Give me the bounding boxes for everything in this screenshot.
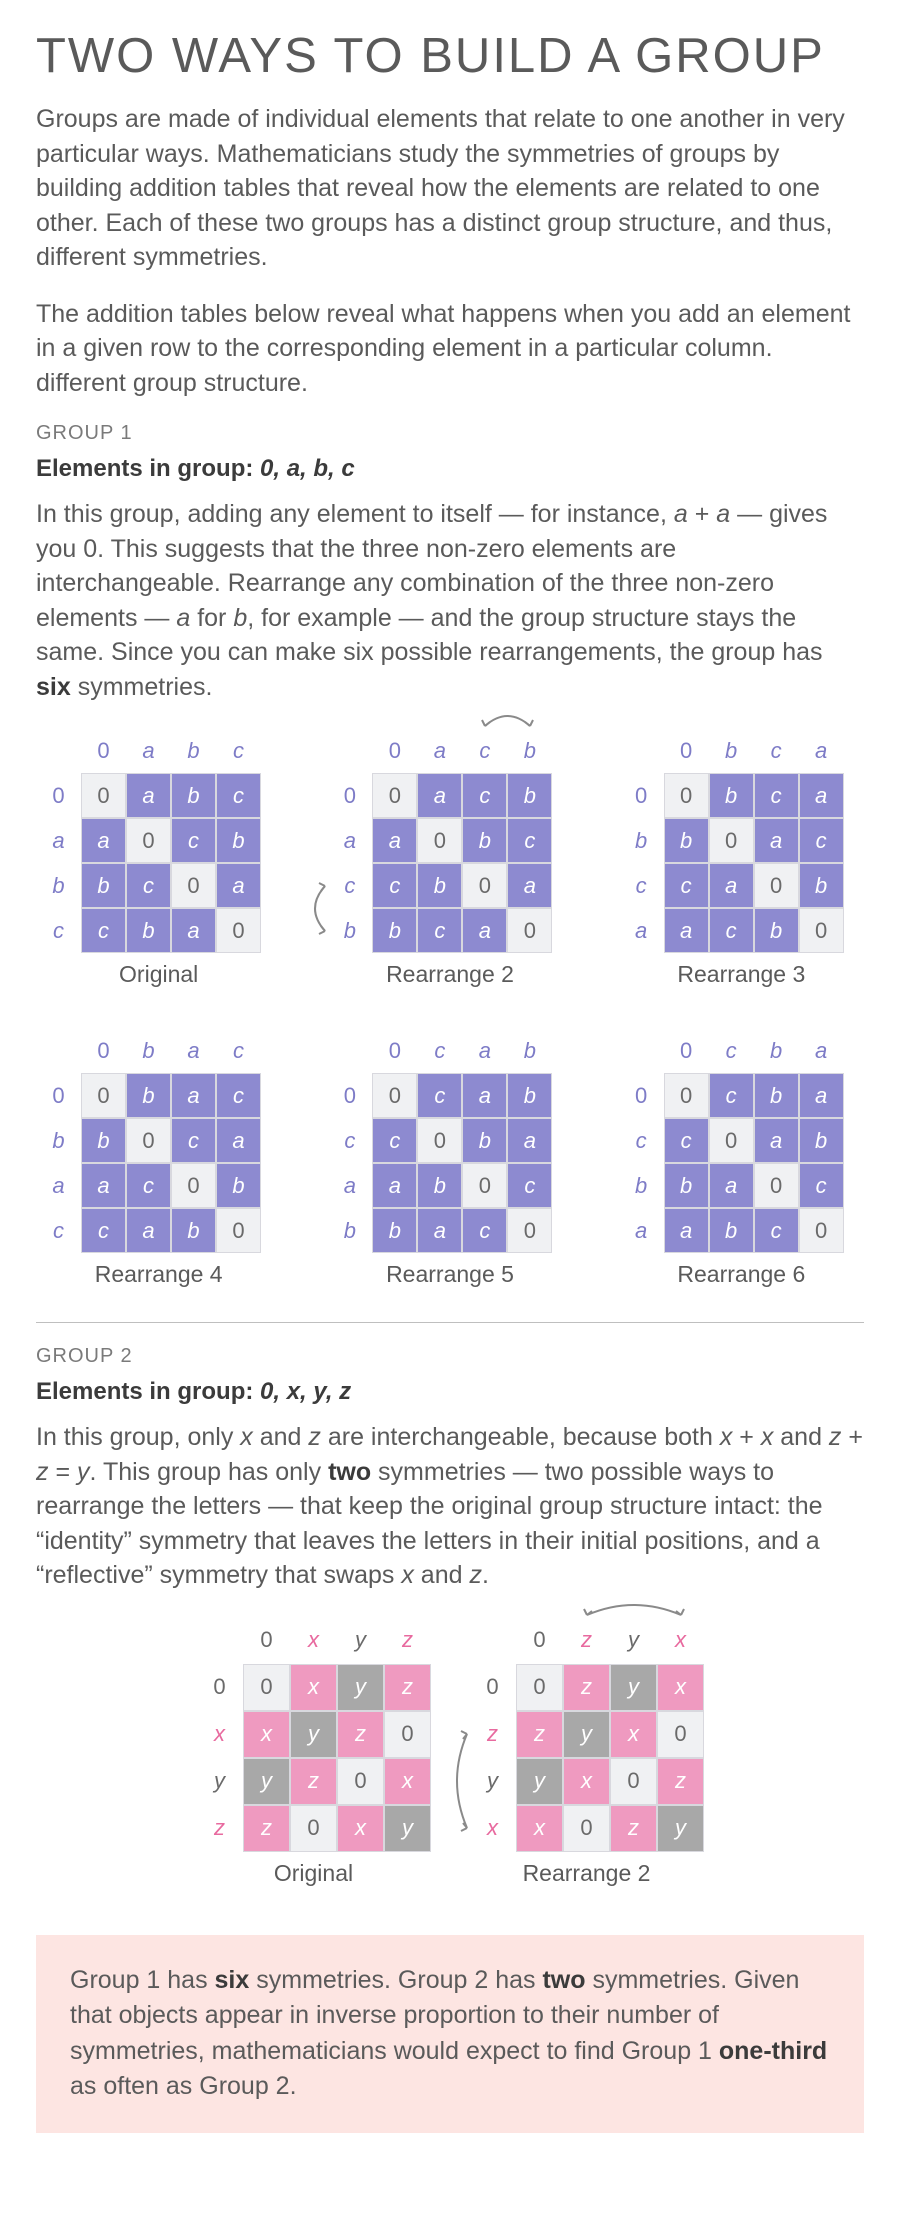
group1-table-caption: Original — [36, 961, 281, 988]
summary-box: Group 1 has six symmetries. Group 2 has … — [36, 1935, 864, 2133]
page-title: TWO WAYS TO BUILD A GROUP — [36, 28, 864, 84]
group1-table-4: 0bac00bacbb0caaac0bccab0Rearrange 4 — [36, 1028, 281, 1288]
group2-table-1: 0xyz00xyzxxyz0yyz0xzz0xyOriginal — [196, 1617, 431, 1887]
intro-paragraph-2: The addition tables below reveal what ha… — [36, 297, 864, 401]
group1-table-caption: Rearrange 6 — [619, 1261, 864, 1288]
group1-table-caption: Rearrange 3 — [619, 961, 864, 988]
group2-body: In this group, only x and z are intercha… — [36, 1420, 864, 1593]
group1-table-caption: Rearrange 5 — [327, 1261, 572, 1288]
intro-paragraph-1: Groups are made of individual elements t… — [36, 102, 864, 275]
group2-table-2: 0zyx00zyxzzyx0yyx0zxx0zyRearrange 2 — [469, 1617, 704, 1887]
group1-table-3: 0bca00bcabb0accca0baacb0Rearrange 3 — [619, 728, 864, 988]
group2-label: GROUP 2 — [36, 1345, 864, 1368]
group1-elements: Elements in group: 0, a, b, c — [36, 455, 864, 483]
group1-table-1: 0abc00abcaa0cbbbc0accba0Original — [36, 728, 281, 988]
group1-table-caption: Rearrange 2 — [327, 961, 572, 988]
group2-elements: Elements in group: 0, x, y, z — [36, 1378, 864, 1406]
group2-table-caption: Rearrange 2 — [469, 1860, 704, 1887]
group2-tables: 0xyz00xyzxxyz0yyz0xzz0xyOriginal0zyx00zy… — [36, 1617, 864, 1887]
section-divider — [36, 1322, 864, 1323]
group1-label: GROUP 1 — [36, 422, 864, 445]
group2-table-caption: Original — [196, 1860, 431, 1887]
group1-table-caption: Rearrange 4 — [36, 1261, 281, 1288]
group1-table-5: 0cab00cabcc0baaab0cbbac0Rearrange 5 — [327, 1028, 572, 1288]
group1-table-6: 0cba00cbacc0abbba0caabc0Rearrange 6 — [619, 1028, 864, 1288]
group1-tables: 0abc00abcaa0cbbbc0accba0Original0acb00ac… — [36, 728, 864, 1288]
group1-table-2: 0acb00acbaa0bcccb0abbca0Rearrange 2 — [327, 728, 572, 988]
group1-body: In this group, adding any element to its… — [36, 497, 864, 704]
